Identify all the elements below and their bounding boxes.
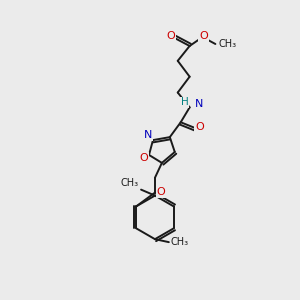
Text: O: O <box>140 153 148 163</box>
Text: N: N <box>144 130 152 140</box>
Text: CH₃: CH₃ <box>171 237 189 247</box>
Text: N: N <box>195 99 203 110</box>
Text: CH₃: CH₃ <box>121 178 139 188</box>
Text: O: O <box>167 31 175 41</box>
Text: H: H <box>181 98 189 107</box>
Text: O: O <box>157 187 165 196</box>
Text: O: O <box>195 122 204 132</box>
Text: O: O <box>199 31 208 41</box>
Text: CH₃: CH₃ <box>218 39 236 49</box>
